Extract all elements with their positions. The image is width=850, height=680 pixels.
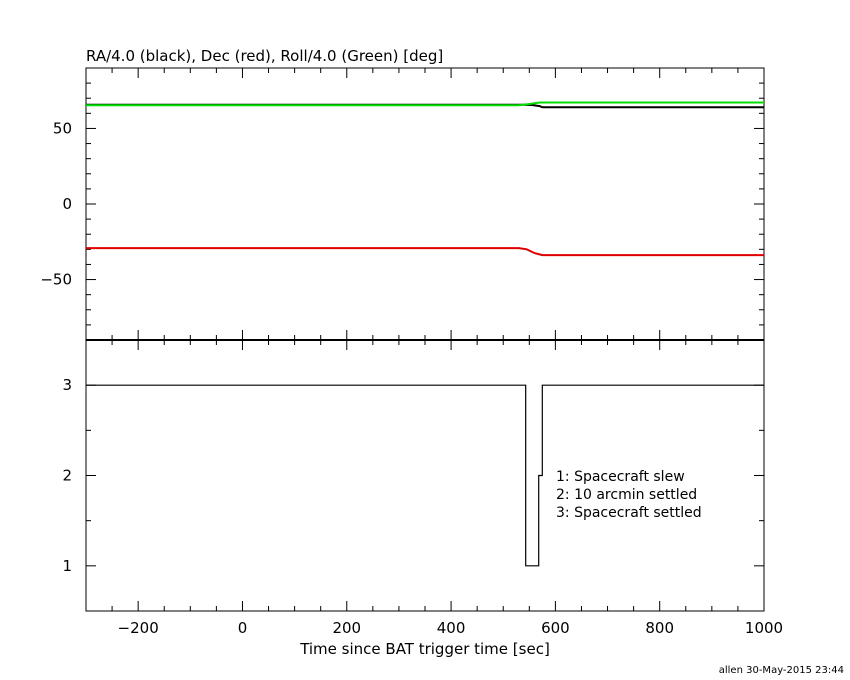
bottom-y-tick-label: 3 bbox=[62, 376, 72, 394]
footer-timestamp: allen 30-May-2015 23:44 bbox=[719, 665, 844, 676]
top-plot-area: 50 0 −50 bbox=[40, 67, 765, 341]
top-y-tick-label: −50 bbox=[40, 271, 72, 289]
x-tick-label: −200 bbox=[118, 619, 159, 637]
bottom-y-tick-label: 1 bbox=[62, 557, 72, 575]
bottom-y-tick-label: 2 bbox=[62, 467, 72, 485]
x-tick-label: 200 bbox=[332, 619, 361, 637]
x-tick-label: 1000 bbox=[745, 619, 783, 637]
settle-state-series-line bbox=[86, 384, 764, 567]
top-y-tick-label: 0 bbox=[62, 195, 72, 213]
annotation-slew: 1: Spacecraft slew bbox=[556, 469, 685, 485]
x-tick-label: 400 bbox=[437, 619, 466, 637]
roll-4-0-series-line bbox=[86, 101, 764, 107]
x-tick-label: 800 bbox=[645, 619, 674, 637]
top-y-tick-label: 50 bbox=[53, 119, 72, 137]
x-axis-label: Time since BAT trigger time [sec] bbox=[299, 640, 550, 658]
x-tick-label: 600 bbox=[541, 619, 570, 637]
annotation-10-arcmin-settled: 2: 10 arcmin settled bbox=[556, 487, 697, 503]
bottom-plot-area: 3 2 1 −200 0 200 400 600 800 1000 bbox=[62, 339, 783, 637]
top-chart-title: RA/4.0 (black), Dec (red), Roll/4.0 (Gre… bbox=[86, 47, 443, 65]
dec-series-line bbox=[86, 247, 764, 257]
legend-annotations: 1: Spacecraft slew 2: 10 arcmin settled … bbox=[556, 469, 702, 521]
annotation-spacecraft-settled: 3: Spacecraft settled bbox=[556, 505, 702, 521]
x-tick-label: 0 bbox=[238, 619, 248, 637]
top-frame bbox=[85, 67, 765, 341]
